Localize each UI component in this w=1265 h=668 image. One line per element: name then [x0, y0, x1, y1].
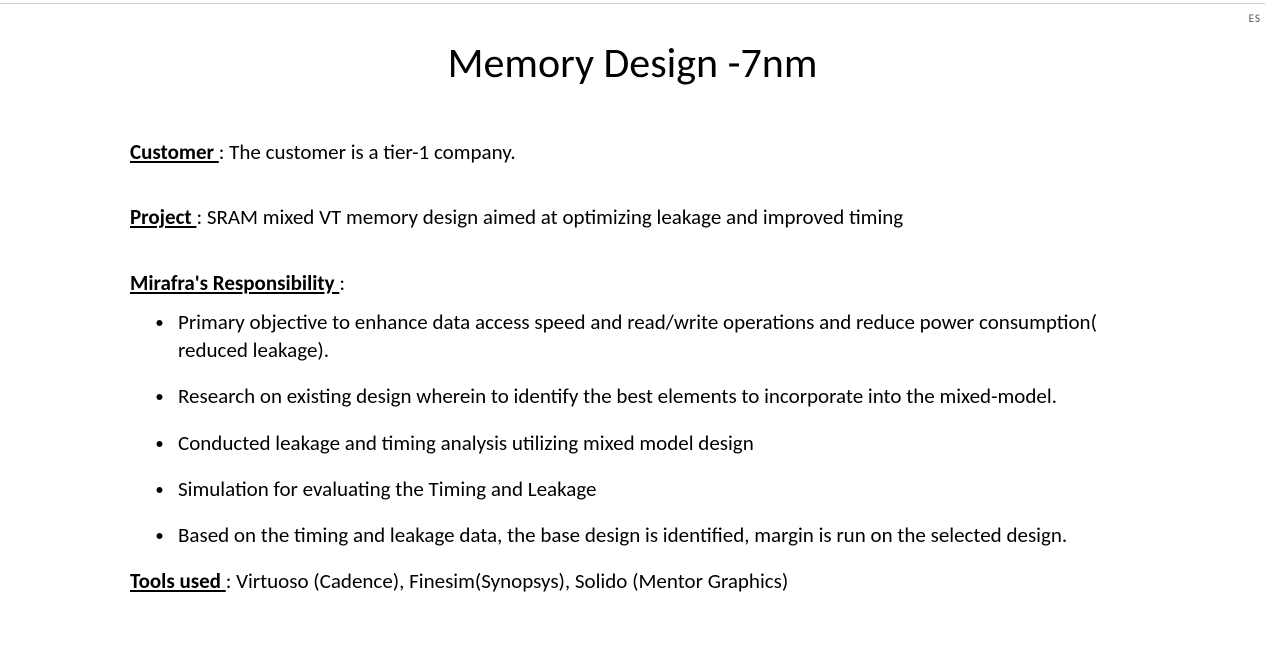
- project-row: Project : SRAM mixed VT memory design ai…: [130, 204, 1135, 231]
- slide: ES Memory Design -7nm Customer : The cus…: [0, 0, 1265, 668]
- customer-label: Customer: [130, 139, 219, 165]
- list-item: Based on the timing and leakage data, th…: [178, 521, 1135, 549]
- responsibility-list: Primary objective to enhance data access…: [130, 308, 1135, 550]
- customer-text: The customer is a tier-1 company.: [229, 139, 516, 165]
- project-text: SRAM mixed VT memory design aimed at opt…: [207, 204, 903, 230]
- tools-row: Tools used : Virtuoso (Cadence), Finesim…: [130, 568, 1135, 595]
- list-item: Simulation for evaluating the Timing and…: [178, 475, 1135, 503]
- list-item: Conducted leakage and timing analysis ut…: [178, 429, 1135, 457]
- list-item: Research on existing design wherein to i…: [178, 382, 1135, 410]
- customer-row: Customer : The customer is a tier-1 comp…: [130, 139, 1135, 166]
- corner-text: ES: [1249, 12, 1261, 25]
- slide-content: Customer : The customer is a tier-1 comp…: [130, 139, 1135, 595]
- responsibility-label: Mirafra's Responsibility: [130, 270, 339, 296]
- customer-sep: :: [219, 139, 229, 165]
- tools-label: Tools used: [130, 568, 226, 594]
- responsibility-header-row: Mirafra's Responsibility :: [130, 270, 1135, 296]
- project-label: Project: [130, 204, 196, 230]
- list-item: Primary objective to enhance data access…: [178, 308, 1135, 365]
- tools-text: Virtuoso (Cadence), Finesim(Synopsys), S…: [236, 568, 788, 594]
- responsibility-section: Mirafra's Responsibility : Primary objec…: [130, 270, 1135, 550]
- slide-title: Memory Design -7nm: [130, 38, 1135, 89]
- project-sep: :: [196, 204, 206, 230]
- tools-sep: :: [226, 568, 236, 594]
- responsibility-sep: :: [339, 270, 345, 296]
